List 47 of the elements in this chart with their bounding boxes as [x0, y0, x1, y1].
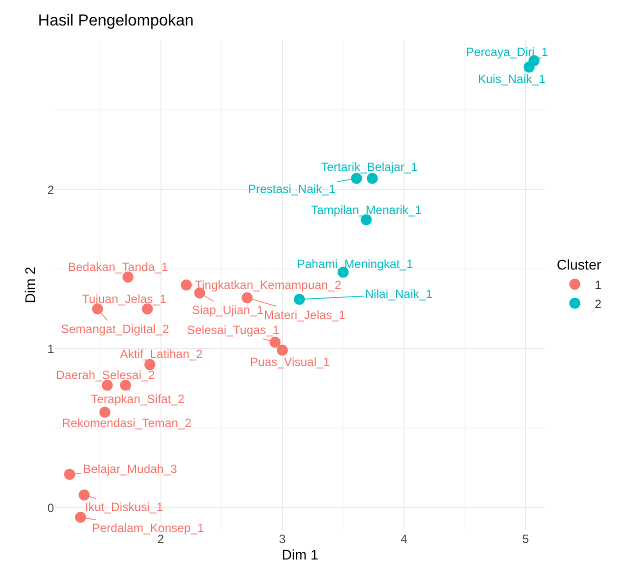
annotation: Ikut_Diskusi_1: [85, 500, 164, 514]
annotation: Tingkatkan_Kemampuan_2: [195, 278, 342, 292]
annotation: Tampilan_Menarik_1: [311, 203, 422, 217]
annotation: Nilai_Naik_1: [365, 287, 433, 301]
annotation: Materi_Jelas_1: [264, 308, 346, 322]
x-tick-label: 3: [279, 532, 286, 546]
point: [524, 62, 535, 73]
y-tick-label: 0: [47, 500, 54, 515]
annotation: Belajar_Mudah_3: [83, 462, 178, 476]
chart-title: Hasil Pengelompokan: [38, 12, 194, 30]
y-axis-title: Dim 2: [22, 266, 38, 304]
point: [180, 280, 192, 290]
x-tick-label: 2: [157, 532, 164, 546]
annotation: Siap_Ujian_1: [192, 303, 264, 317]
annotation: Selesai_Tugas_1: [187, 323, 280, 337]
annotation: Percaya_Diri_1: [466, 45, 548, 59]
point: [75, 512, 86, 523]
annotation: Rekomendasi_Teman_2: [62, 416, 192, 430]
point: [242, 292, 253, 304]
x-axis-title: Dim 1: [282, 546, 318, 562]
annotation: Tujuan_Jelas_1: [82, 292, 167, 306]
point: [351, 172, 362, 184]
annotation: Daerah_Selesai_2: [56, 368, 156, 382]
annotation: Terapkan_Sifat_2: [91, 392, 185, 406]
annotation: Kuis_Naik_1: [478, 72, 546, 86]
point: [78, 490, 90, 500]
legend-label: 1: [594, 278, 602, 292]
point: [270, 336, 281, 348]
annotation: Perdalam_Konsep_1: [92, 521, 204, 535]
annotation: Tertarik_Belajar_1: [321, 160, 418, 174]
annotation: Prestasi_Naik_1: [248, 182, 336, 196]
y-tick-label: 2: [47, 182, 54, 197]
annotation: Pahami_Meningkat_1: [297, 257, 414, 271]
annotation: Puas_Visual_1: [250, 355, 330, 369]
annotation: Bedakan_Tanda_1: [68, 260, 168, 274]
legend-label: 2: [594, 296, 602, 311]
point: [366, 172, 378, 184]
legend-title: Cluster: [556, 256, 602, 273]
annotation: Aktif_Latihan_2: [120, 347, 204, 361]
y-tick-label: 1: [47, 342, 54, 356]
point: [64, 468, 76, 480]
x-tick-label: 4: [400, 532, 408, 546]
x-tick-label: 5: [522, 532, 530, 546]
annotation: Semangat_Digital_2: [61, 322, 170, 336]
point: [294, 294, 305, 305]
point: [276, 344, 288, 356]
point: [99, 406, 110, 418]
